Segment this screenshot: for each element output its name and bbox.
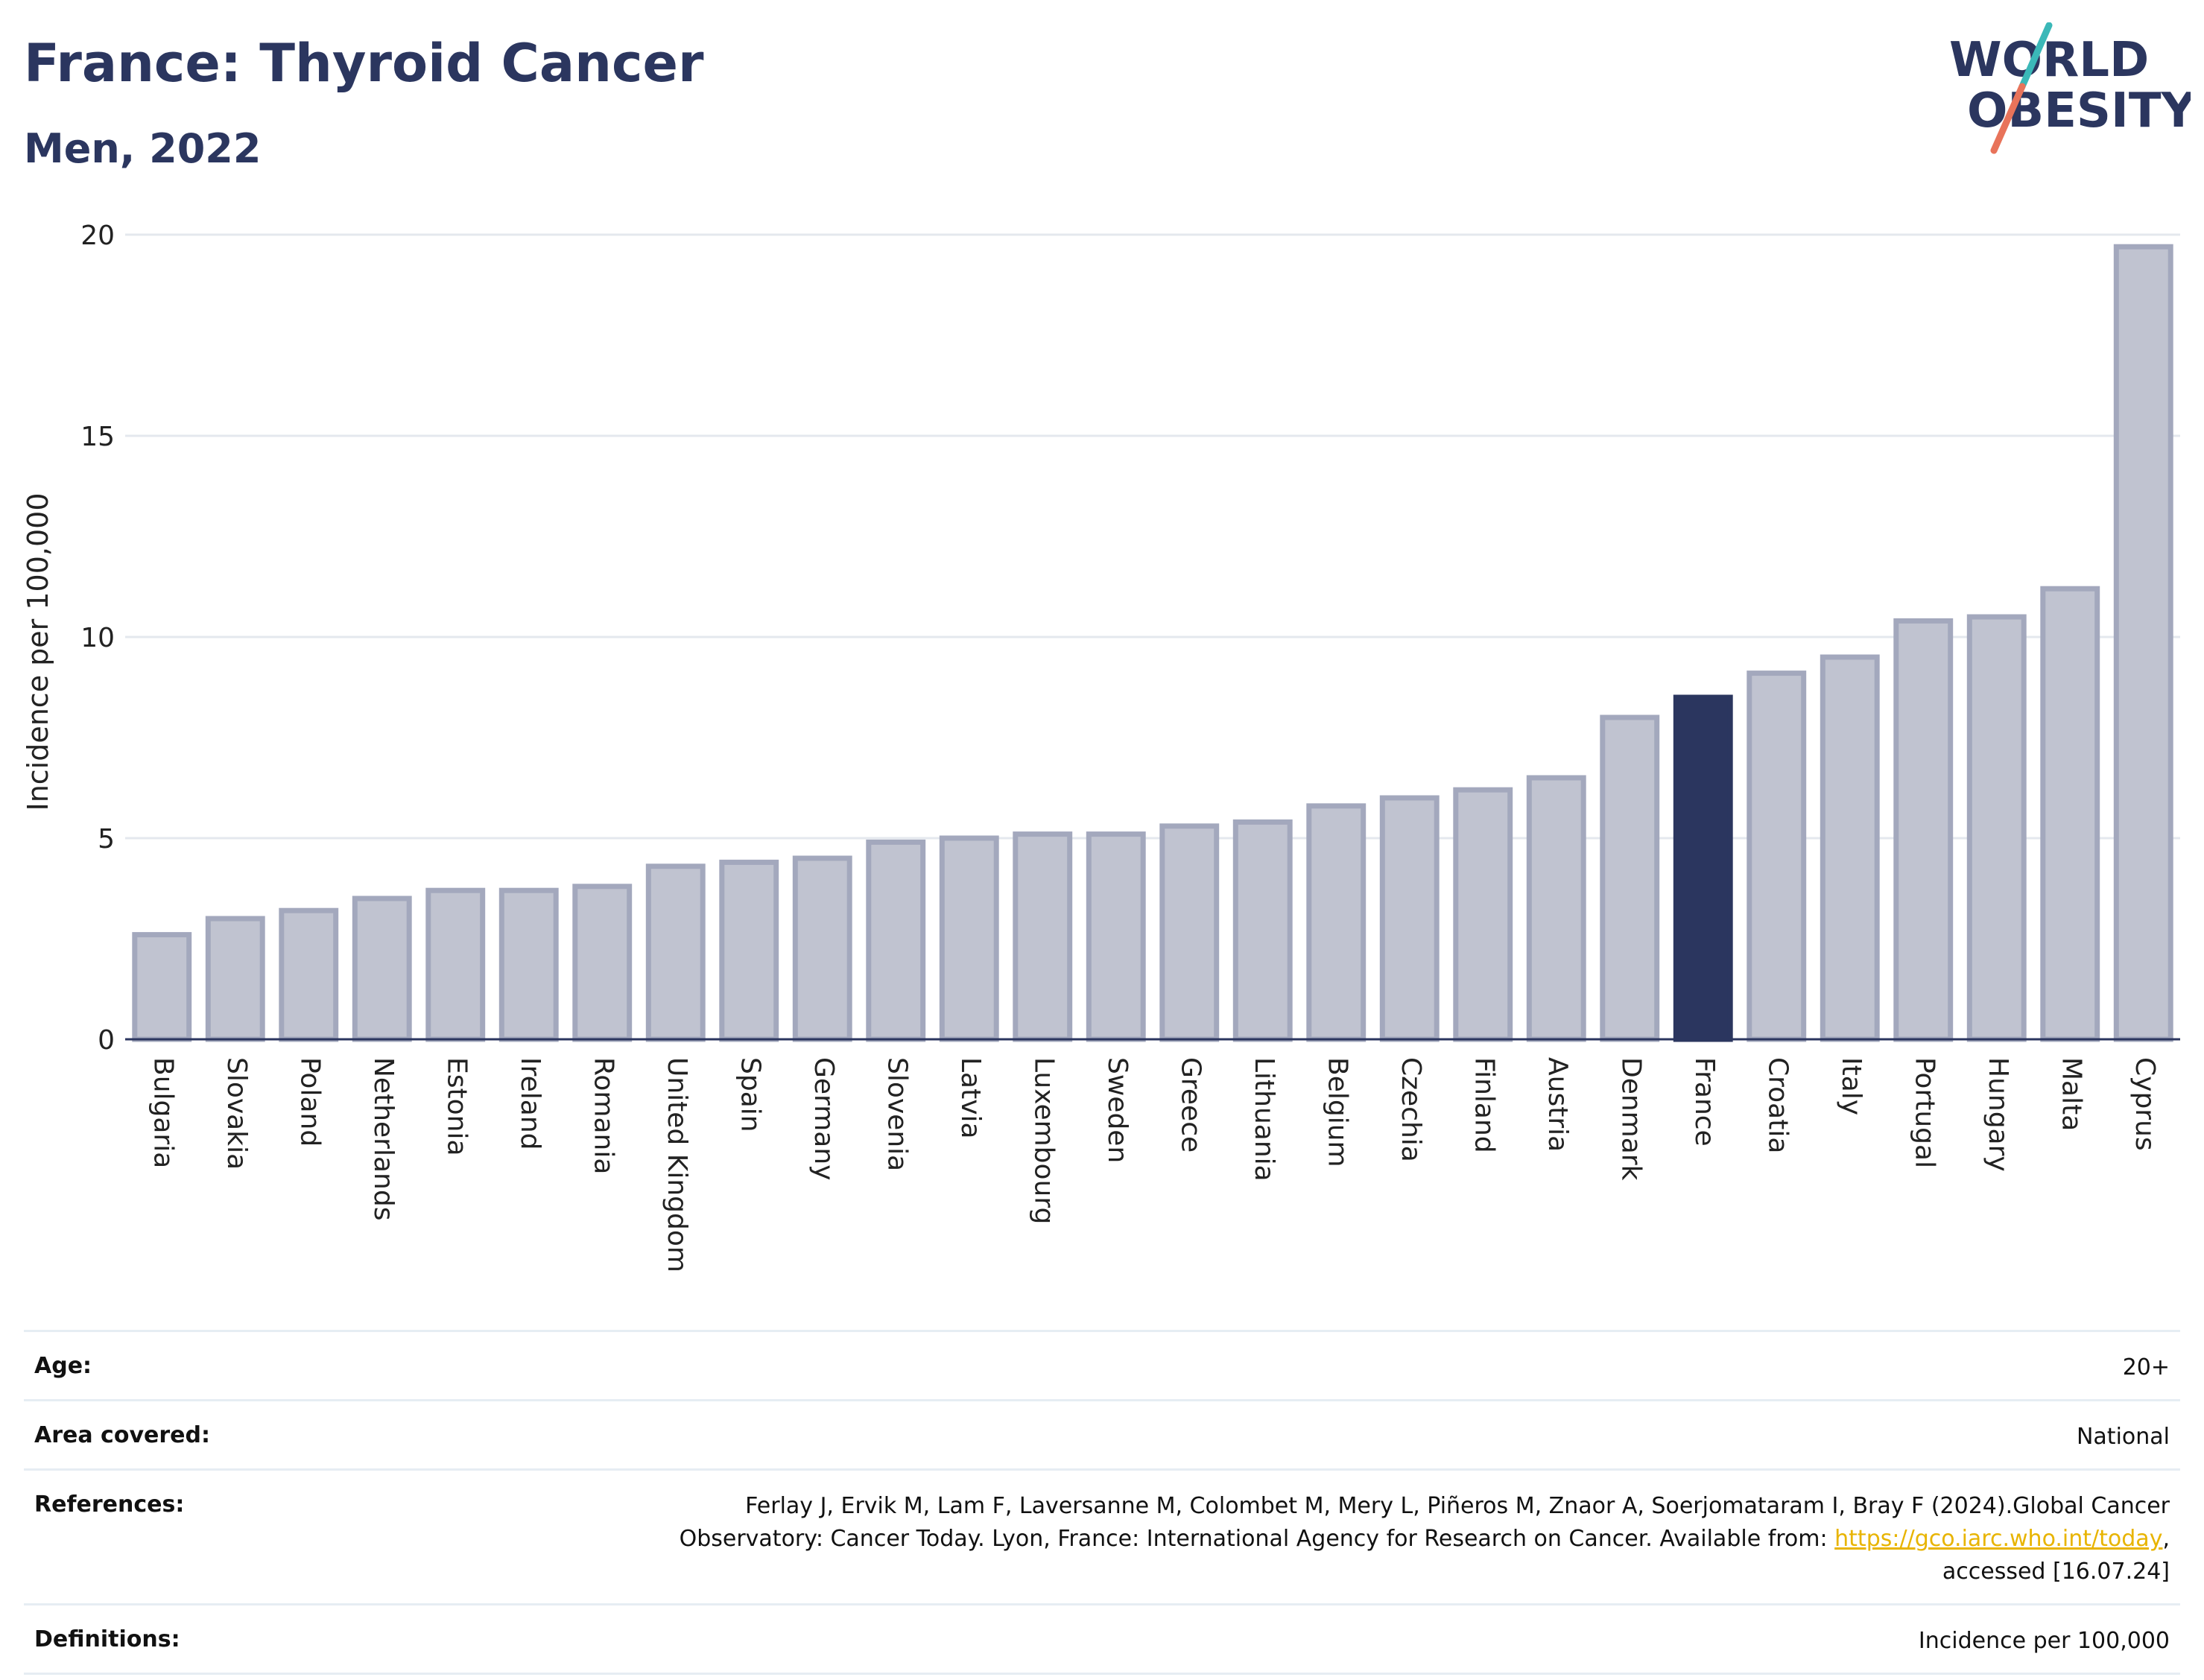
logo-text-world: WORLD xyxy=(1949,33,2149,88)
axes: 0 5 10 15 20 Bulgaria Slovakia Poland Netherland… xyxy=(80,221,2180,1272)
x-tick-label: Belgium xyxy=(1322,1057,1352,1167)
y-tick-label: 5 xyxy=(98,824,115,855)
chart-title: France: Thyroid Cancer xyxy=(24,33,704,94)
definitions-value: Incidence per 100,000 xyxy=(1918,1628,2170,1654)
x-tick-label: Malta xyxy=(2056,1057,2086,1131)
bar xyxy=(1820,654,1880,1042)
bar-chart: 0 5 10 15 20 Bulgaria Slovakia Poland Netherland… xyxy=(22,221,2180,1272)
x-tick-label: France xyxy=(1689,1057,1720,1147)
x-tick-label: Spain xyxy=(735,1057,765,1132)
bar xyxy=(939,835,999,1042)
x-tick-label: Romania xyxy=(588,1057,618,1174)
bar xyxy=(132,932,192,1042)
bar xyxy=(1893,618,1954,1042)
y-tick-label: 0 xyxy=(98,1025,115,1056)
y-tick-label: 10 xyxy=(80,623,115,653)
references-text: Ferlay J, Ervik M, Lam F, Laversanne M, … xyxy=(679,1493,2170,1552)
chart-subtitle: Men, 2022 xyxy=(24,125,262,172)
definitions-label: Definitions: xyxy=(34,1626,180,1652)
meta-row-age: Age: 20+ xyxy=(24,1330,2180,1399)
bar xyxy=(279,907,339,1042)
x-tick-label: Ireland xyxy=(515,1057,545,1150)
bar xyxy=(645,863,706,1042)
y-tick-label: 15 xyxy=(80,422,115,452)
x-tick-label: Hungary xyxy=(1983,1057,2013,1172)
x-tick-label: Croatia xyxy=(1762,1057,1793,1153)
x-tick-label: Italy xyxy=(1836,1057,1866,1115)
x-tick-label: Sweden xyxy=(1102,1057,1133,1163)
bar xyxy=(866,839,926,1042)
x-tick-label: Latvia xyxy=(955,1057,986,1139)
x-tick-label: Austria xyxy=(1542,1057,1573,1152)
x-tick-label: Portugal xyxy=(1909,1057,1939,1168)
x-tick-label: United Kingdom xyxy=(662,1057,692,1272)
area-label: Area covered: xyxy=(34,1422,210,1448)
age-label: Age: xyxy=(34,1353,92,1379)
meta-row-definitions: Definitions: Incidence per 100,000 xyxy=(24,1603,2180,1675)
x-tick-label: Luxembourg xyxy=(1028,1057,1059,1224)
bar xyxy=(1379,795,1440,1042)
x-tick-label: Greece xyxy=(1175,1057,1206,1153)
logo-slash-bottom xyxy=(1990,83,2026,154)
bar xyxy=(792,855,852,1042)
bar xyxy=(1306,803,1367,1042)
x-tick-label: Slovakia xyxy=(221,1057,252,1170)
bar xyxy=(572,884,633,1042)
bar xyxy=(2040,586,2100,1042)
metadata-table: Age: 20+ Area covered: National Referenc… xyxy=(24,1330,2180,1675)
x-tick-label: Slovenia xyxy=(881,1057,912,1171)
bar xyxy=(1232,819,1293,1042)
x-tick-label: Czechia xyxy=(1396,1057,1426,1162)
bars xyxy=(132,244,2173,1042)
x-tick-label: Netherlands xyxy=(368,1057,399,1220)
world-obesity-logo: WORLD OBESITY xyxy=(1949,22,2191,154)
x-tick-label: Bulgaria xyxy=(148,1057,178,1168)
bar xyxy=(1600,714,1660,1042)
bar xyxy=(1966,614,2027,1042)
y-tick-label: 20 xyxy=(80,221,115,251)
meta-row-area: Area covered: National xyxy=(24,1399,2180,1468)
references-label: References: xyxy=(34,1492,185,1518)
logo-slash-top xyxy=(2018,22,2053,90)
bar xyxy=(1453,787,1513,1042)
meta-row-references: References: Ferlay J, Ervik M, Lam F, La… xyxy=(24,1468,2180,1603)
x-tick-label: Germany xyxy=(808,1057,839,1180)
bar xyxy=(1673,694,1733,1042)
x-tick-label: Estonia xyxy=(441,1057,472,1156)
x-tick-label: Finland xyxy=(1469,1057,1499,1153)
x-tick-label: Poland xyxy=(294,1057,325,1147)
x-tick-label: Cyprus xyxy=(2129,1057,2160,1151)
bar xyxy=(2113,244,2173,1042)
references-value: Ferlay J, Ervik M, Lam F, Laversanne M, … xyxy=(605,1490,2170,1588)
references-accessed: , accessed [16.07.24] xyxy=(1942,1526,2170,1585)
bar xyxy=(1086,831,1146,1042)
x-tick-label: Lithuania xyxy=(1249,1057,1279,1182)
bar xyxy=(352,896,412,1042)
y-axis-label: Incidence per 100,000 xyxy=(22,492,54,811)
bar xyxy=(1747,671,1807,1042)
bar xyxy=(1526,775,1586,1042)
x-tick-label: Denmark xyxy=(1615,1057,1646,1181)
bar xyxy=(425,887,486,1042)
bar xyxy=(1013,831,1073,1042)
references-link[interactable]: https://gco.iarc.who.int/today xyxy=(1834,1526,2163,1552)
bar xyxy=(205,916,265,1042)
area-value: National xyxy=(2076,1424,2170,1450)
age-value: 20+ xyxy=(2122,1354,2170,1381)
bar xyxy=(719,859,779,1042)
bar xyxy=(1159,823,1220,1042)
bar xyxy=(498,887,559,1042)
